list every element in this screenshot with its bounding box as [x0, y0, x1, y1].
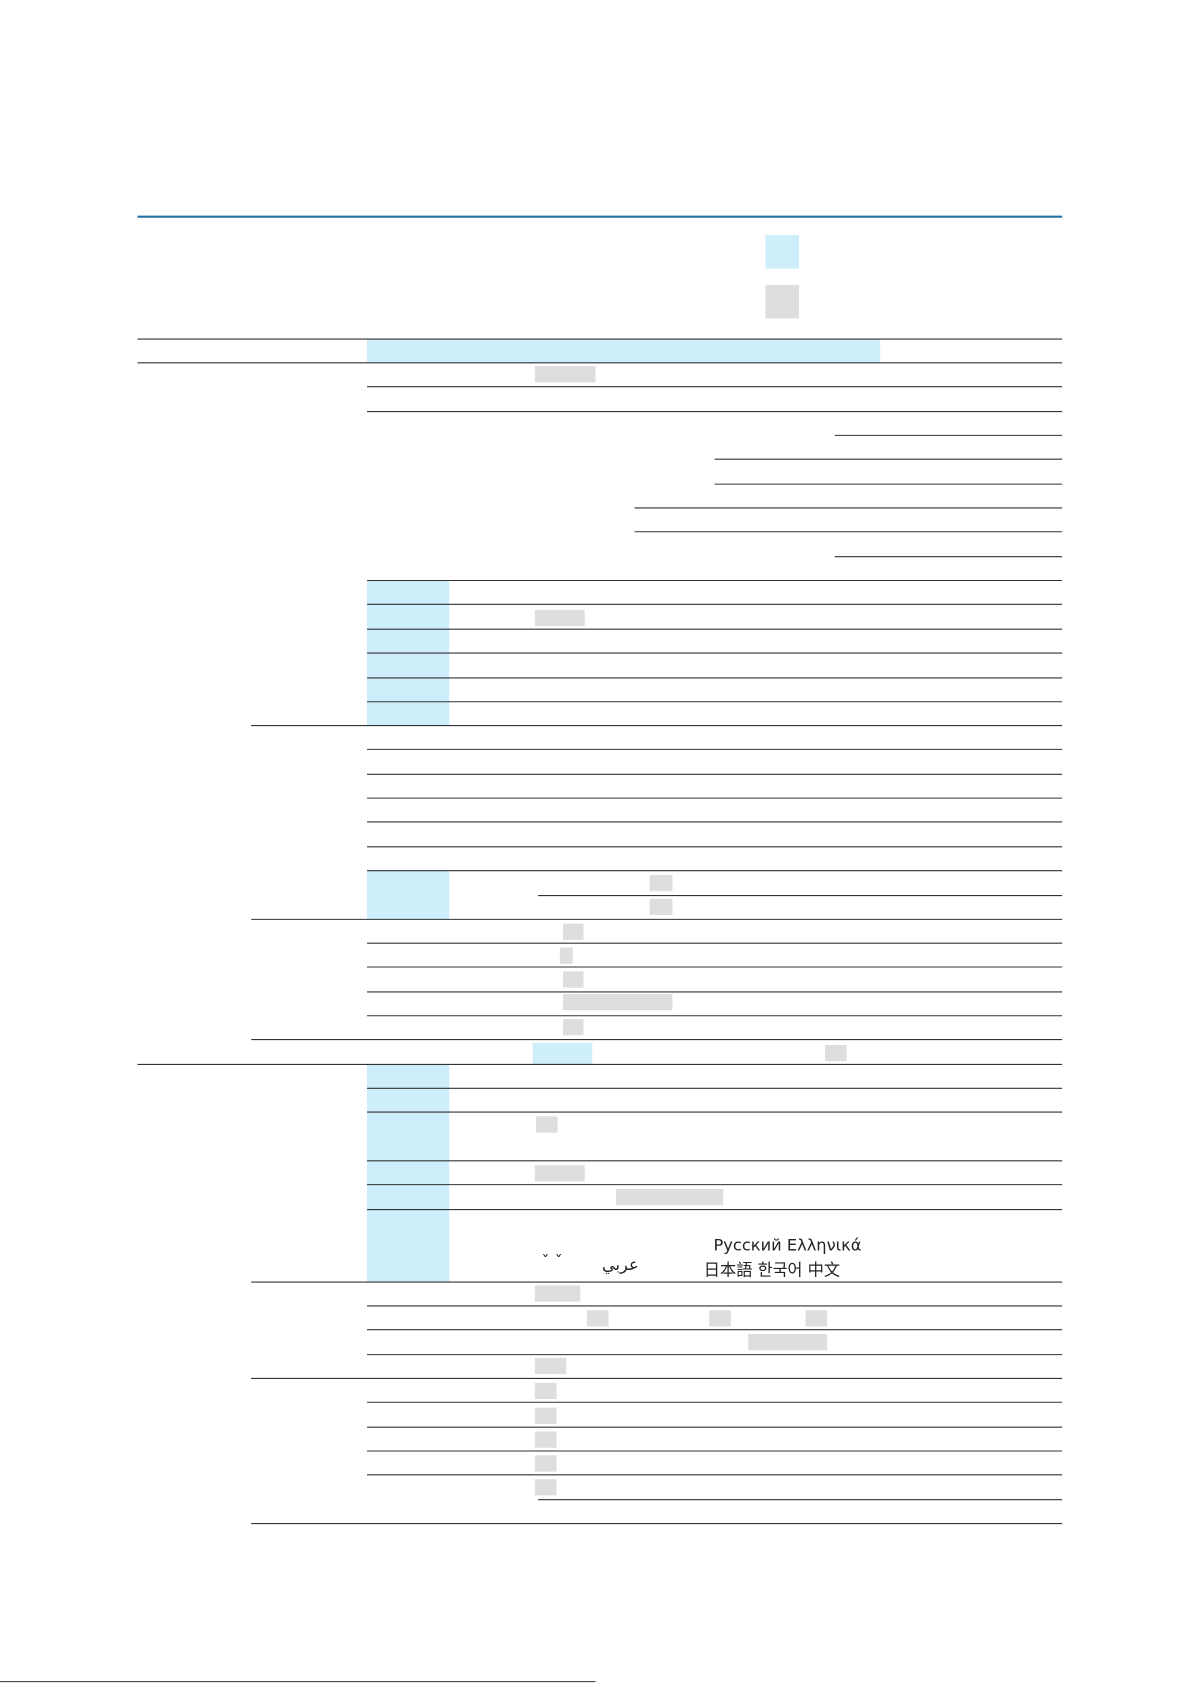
accent-marks: ˇ ˇ: [541, 1252, 562, 1271]
input-box: [563, 923, 584, 940]
input-box: [559, 947, 573, 964]
input-box: [748, 1334, 828, 1351]
highlight-cell: [367, 870, 450, 920]
highlight-cell: [532, 1042, 593, 1065]
input-box: [534, 1407, 557, 1424]
input-box: [535, 1116, 558, 1133]
input-box: [534, 609, 585, 626]
input-box: [649, 874, 673, 892]
input-box: [825, 1044, 847, 1062]
input-box: [534, 1165, 585, 1182]
highlight-cell: [367, 339, 881, 363]
highlight-cell: [765, 235, 800, 269]
european-languages: Русский Ελληνικά: [714, 1236, 862, 1255]
input-box: [563, 1018, 584, 1036]
input-box: [534, 1455, 557, 1472]
input-box: [534, 1479, 557, 1496]
highlight-cell: [367, 1064, 450, 1283]
input-box: [534, 1431, 557, 1448]
input-box: [563, 971, 584, 988]
input-box: [563, 994, 673, 1011]
input-box: [765, 284, 800, 319]
form-layout: [0, 215, 1063, 1683]
cjk-languages: 日本語 한국어 中文: [704, 1261, 840, 1280]
input-box: [534, 366, 596, 383]
arabic-label: عربي: [602, 1255, 639, 1275]
input-box: [709, 1310, 731, 1327]
input-box: [805, 1310, 828, 1327]
input-box: [649, 898, 673, 916]
input-box: [616, 1188, 724, 1206]
input-box: [534, 1357, 567, 1375]
input-box: [586, 1310, 609, 1327]
input-box: [534, 1285, 581, 1302]
input-box: [534, 1382, 557, 1400]
